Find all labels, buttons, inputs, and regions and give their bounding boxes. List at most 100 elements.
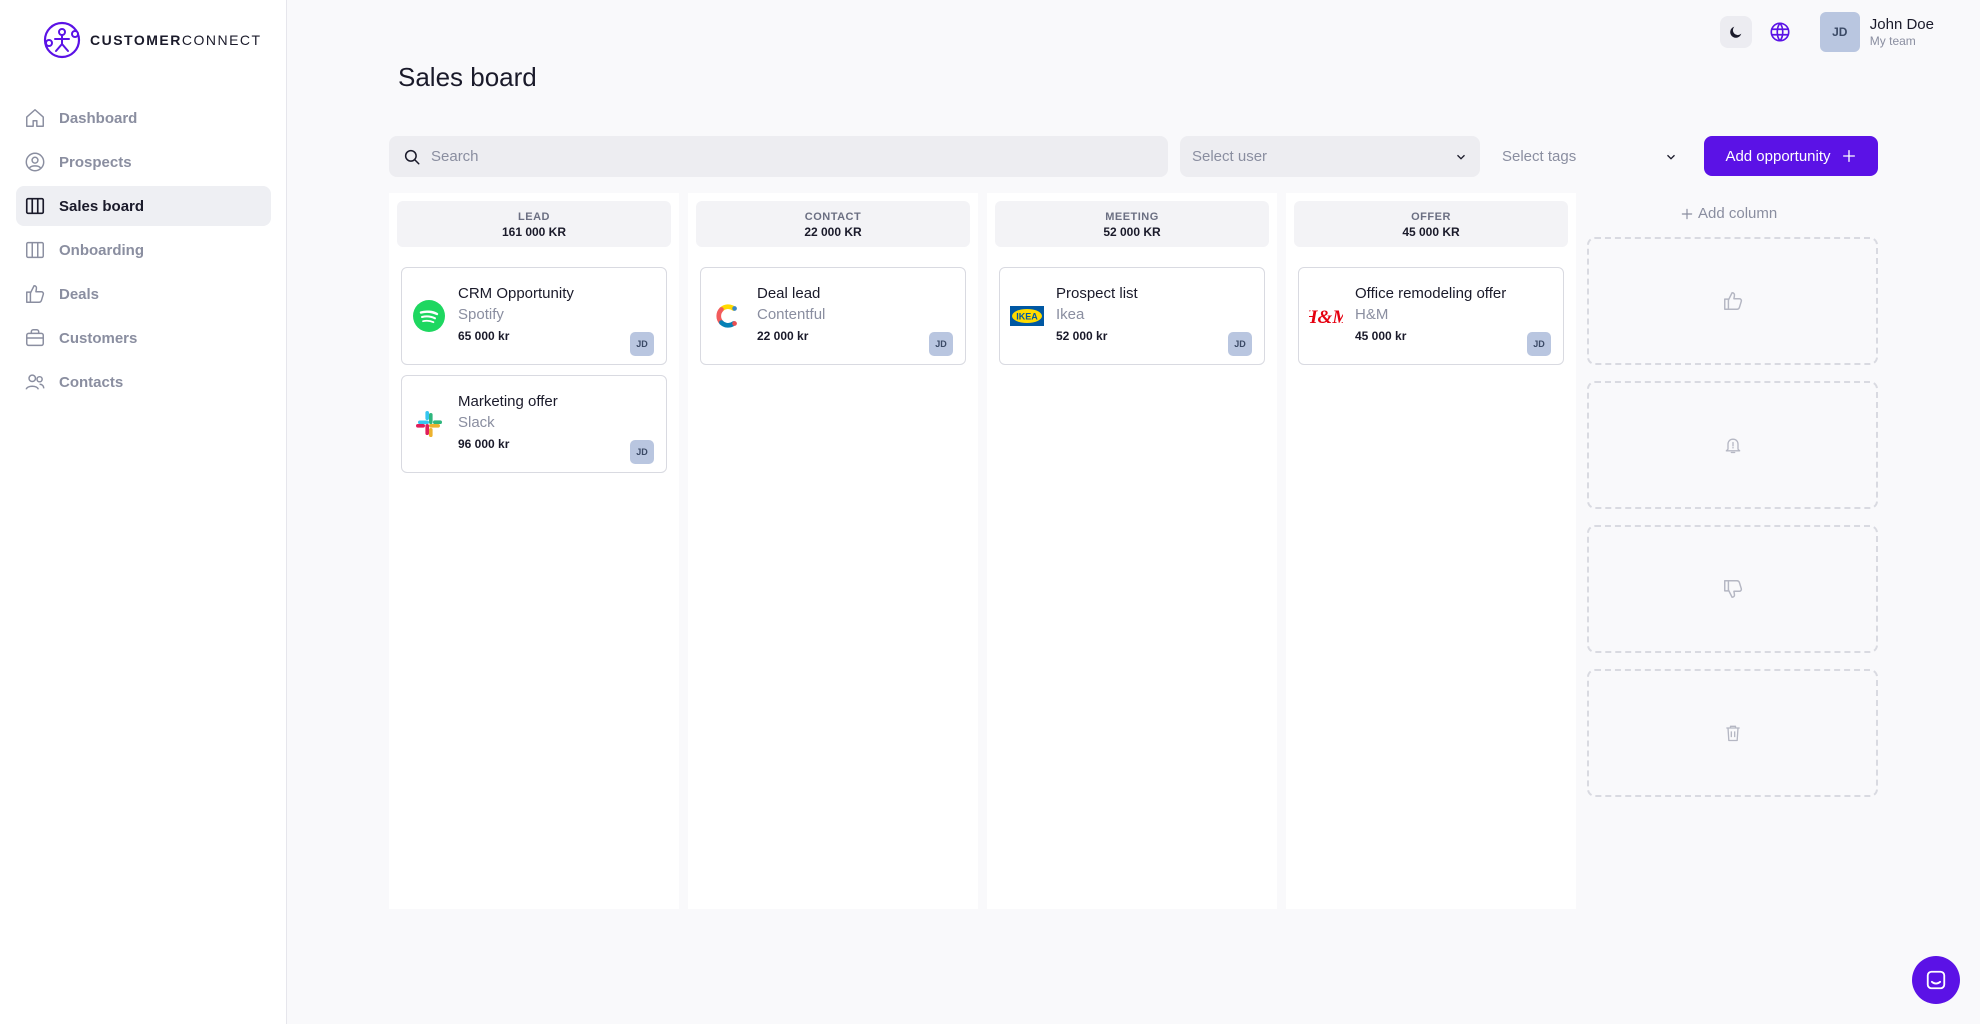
sidebar-item-label: Prospects <box>59 153 132 171</box>
opportunity-card[interactable]: Marketing offer Slack 96 000 kr JD <box>401 375 667 473</box>
card-title: Office remodeling offer <box>1355 285 1507 302</box>
board-column-lead: LEAD 161 000 KR CRM Opportunity Spotify … <box>389 193 679 909</box>
select-tags-dropdown[interactable]: Select tags <box>1490 136 1690 177</box>
column-header[interactable]: OFFER 45 000 KR <box>1294 201 1568 247</box>
thumbs-down-icon <box>1723 580 1742 598</box>
column-total: 22 000 KR <box>804 225 862 239</box>
sidebar-item-label: Contacts <box>59 373 124 391</box>
card-title: CRM Opportunity <box>458 285 574 302</box>
language-button[interactable] <box>1766 18 1794 46</box>
search-icon <box>404 149 420 164</box>
customer-connect-logo-icon <box>43 21 81 59</box>
svg-text:H&M: H&M <box>1309 307 1343 328</box>
sidebar-item-dashboard[interactable]: Dashboard <box>16 98 271 138</box>
avatar: JD <box>630 332 654 356</box>
column-header[interactable]: CONTACT 22 000 KR <box>696 201 970 247</box>
sidebar-item-customers[interactable]: Customers <box>16 318 271 358</box>
user-circle-icon <box>25 152 45 172</box>
avatar: JD <box>929 332 953 356</box>
card-title: Marketing offer <box>458 393 558 410</box>
brand-logo[interactable]: CUSTOMERCONNECT <box>42 20 262 60</box>
user-menu[interactable]: John Doe My team <box>1870 16 1934 49</box>
opportunity-card[interactable]: IKEA Prospect list Ikea 52 000 kr JD <box>999 267 1265 365</box>
column-total: 52 000 KR <box>1103 225 1161 239</box>
globe-icon <box>1770 22 1790 42</box>
briefcase-icon <box>26 329 44 347</box>
sidebar-nav: Dashboard Prospects Sales board Onboardi… <box>16 98 271 406</box>
contentful-logo-icon <box>711 299 745 333</box>
chat-launcher-button[interactable] <box>1912 956 1960 1004</box>
columns-icon <box>26 241 44 259</box>
theme-toggle-button[interactable] <box>1719 16 1752 48</box>
sidebar-item-contacts[interactable]: Contacts <box>16 362 271 402</box>
opportunity-card[interactable]: H&M Office remodeling offer H&M 45 000 k… <box>1298 267 1564 365</box>
header-actions: JD John Doe My team <box>1719 12 1934 52</box>
column-header[interactable]: LEAD 161 000 KR <box>397 201 671 247</box>
sidebar-item-label: Deals <box>59 285 100 303</box>
column-total: 161 000 KR <box>501 225 567 239</box>
board-column-meeting: MEETING 52 000 KR IKEA Prospect list Ike… <box>987 193 1277 909</box>
add-column-button[interactable]: Add column <box>1680 205 1777 222</box>
user-team: My team <box>1869 33 1916 48</box>
search-input[interactable] <box>431 148 1131 165</box>
card-company: Contentful <box>757 306 826 323</box>
drop-zone-reminder[interactable] <box>1587 381 1878 509</box>
search-bar[interactable] <box>389 136 1168 177</box>
board-column-contact: CONTACT 22 000 KR Deal lead Contentful 2… <box>688 193 978 909</box>
board-column-offer: OFFER 45 000 KR H&M Office remodeling of… <box>1286 193 1576 909</box>
card-amount: 52 000 kr <box>1056 329 1108 343</box>
column-title: OFFER <box>1411 211 1451 223</box>
opportunity-card[interactable]: Deal lead Contentful 22 000 kr JD <box>700 267 966 365</box>
chevron-down-icon <box>1457 154 1465 160</box>
slack-logo-icon <box>412 407 446 441</box>
sidebar-item-prospects[interactable]: Prospects <box>16 142 271 182</box>
thumbs-up-icon <box>1723 292 1742 310</box>
avatar: JD <box>1228 332 1252 356</box>
svg-text:IKEA: IKEA <box>1016 312 1038 322</box>
card-title: Deal lead <box>757 285 821 302</box>
card-company: H&M <box>1355 306 1389 323</box>
select-tags-label: Select tags <box>1502 148 1577 165</box>
brand-name-light: CONNECT <box>181 32 262 48</box>
card-title: Prospect list <box>1056 285 1138 302</box>
chevron-down-icon <box>1667 154 1675 160</box>
brand-name: CUSTOMERCONNECT <box>90 32 262 48</box>
sidebar-item-label: Sales board <box>59 197 145 215</box>
card-company: Spotify <box>458 306 504 323</box>
card-company: Ikea <box>1056 306 1085 323</box>
columns-icon <box>25 197 45 215</box>
column-title: MEETING <box>1105 211 1159 223</box>
select-user-label: Select user <box>1192 148 1268 165</box>
spotify-logo-icon <box>412 299 446 333</box>
add-column-label: Add column <box>1698 205 1778 222</box>
drop-zone-lost[interactable] <box>1587 525 1878 653</box>
sidebar-item-sales-board[interactable]: Sales board <box>16 186 271 226</box>
column-header[interactable]: MEETING 52 000 KR <box>995 201 1269 247</box>
opportunity-card[interactable]: CRM Opportunity Spotify 65 000 kr JD <box>401 267 667 365</box>
card-amount: 45 000 kr <box>1355 329 1407 343</box>
chat-icon <box>1926 970 1946 990</box>
thumbs-up-icon <box>26 285 45 303</box>
sidebar: CUSTOMERCONNECT Dashboard Prospects Sale… <box>0 0 287 1024</box>
add-opportunity-label: Add opportunity <box>1725 147 1831 165</box>
card-amount: 96 000 kr <box>458 437 510 451</box>
sidebar-item-deals[interactable]: Deals <box>16 274 271 314</box>
home-icon <box>26 109 44 127</box>
drop-zone-won[interactable] <box>1587 237 1878 365</box>
page-title: Sales board <box>398 62 537 92</box>
plus-icon <box>1681 208 1693 219</box>
trash-icon <box>1725 725 1740 742</box>
avatar[interactable]: JD <box>1819 12 1860 52</box>
card-amount: 22 000 kr <box>757 329 809 343</box>
select-user-dropdown[interactable]: Select user <box>1180 136 1480 177</box>
sidebar-item-onboarding[interactable]: Onboarding <box>16 230 271 270</box>
add-opportunity-button[interactable]: Add opportunity <box>1704 136 1878 176</box>
bell-icon <box>1725 438 1740 454</box>
drop-zone-delete[interactable] <box>1587 669 1878 797</box>
hm-logo-icon: H&M <box>1309 299 1343 333</box>
user-name: John Doe <box>1869 15 1934 33</box>
card-company: Slack <box>458 414 495 431</box>
sidebar-item-label: Onboarding <box>59 241 144 259</box>
ikea-logo-icon: IKEA <box>1010 299 1044 333</box>
users-icon <box>25 374 45 390</box>
